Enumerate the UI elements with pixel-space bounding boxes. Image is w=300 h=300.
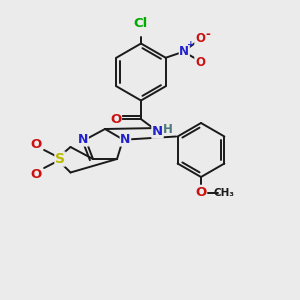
Text: -: - [206,28,211,41]
Text: Cl: Cl [134,16,148,30]
Text: N: N [152,125,163,138]
Text: O: O [195,186,207,200]
Text: N: N [78,133,88,146]
Text: O: O [195,32,205,45]
Text: S: S [55,152,65,166]
Text: N: N [120,133,130,146]
Text: H: H [163,123,173,136]
Text: CH₃: CH₃ [214,188,235,198]
Text: O: O [110,112,122,126]
Text: O: O [30,167,42,181]
Text: N: N [179,45,189,58]
Text: O: O [195,56,205,69]
Text: O: O [30,137,42,151]
Text: +: + [187,40,195,49]
